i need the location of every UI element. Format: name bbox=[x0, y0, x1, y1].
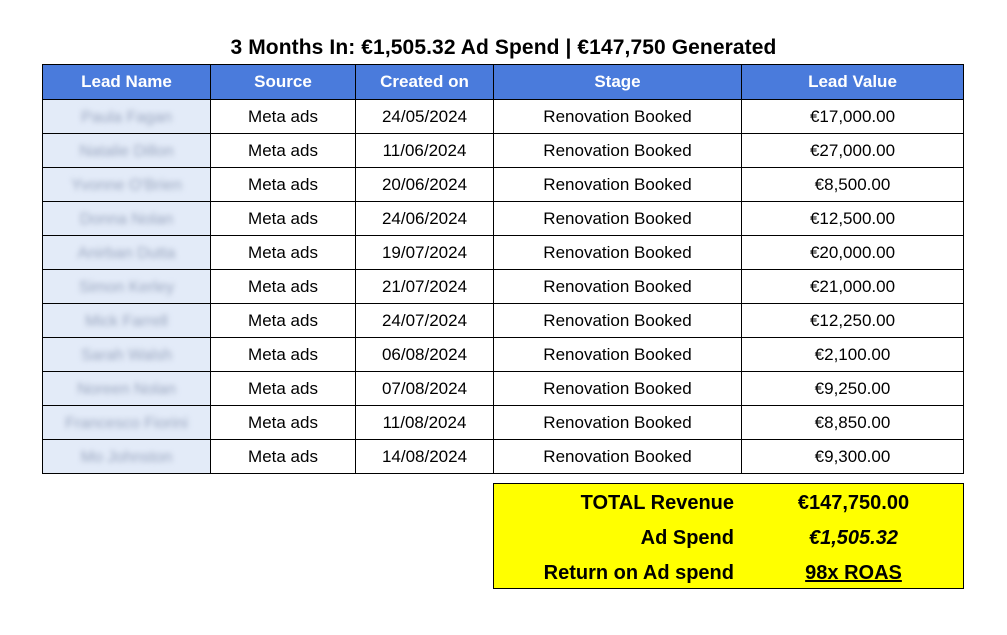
table-row: Simon Kerley Meta ads 21/07/2024 Renovation… bbox=[42, 269, 964, 304]
table-row: Mo Johnston Meta ads 14/08/2024 Renovation … bbox=[42, 439, 964, 474]
blurred-lead-name: Anirban Dutta bbox=[77, 244, 176, 262]
lead-name-cell: Mo Johnston bbox=[42, 439, 211, 474]
lead-value-cell: €20,000.00 bbox=[741, 235, 964, 270]
column-header-lead-name: Lead Name bbox=[42, 64, 211, 100]
stage-cell: Renovation Booked bbox=[493, 201, 742, 236]
lead-value-cell: €8,850.00 bbox=[741, 405, 964, 440]
table-row: Donna Nolan Meta ads 24/06/2024 Renovation … bbox=[42, 201, 964, 236]
leads-table: Lead Name Source Created on Stage Lead V… bbox=[42, 64, 964, 474]
total-revenue-row: TOTAL Revenue €147,750.00 bbox=[494, 486, 963, 521]
source-cell: Meta ads bbox=[210, 371, 356, 406]
lead-name-cell: Mick Farrell bbox=[42, 303, 211, 338]
column-header-created-on: Created on bbox=[355, 64, 494, 100]
column-header-lead-value: Lead Value bbox=[741, 64, 964, 100]
stage-cell: Renovation Booked bbox=[493, 269, 742, 304]
lead-name-cell: Simon Kerley bbox=[42, 269, 211, 304]
stage-cell: Renovation Booked bbox=[493, 337, 742, 372]
column-header-stage: Stage bbox=[493, 64, 742, 100]
stage-cell: Renovation Booked bbox=[493, 303, 742, 338]
totals-summary: TOTAL Revenue €147,750.00 Ad Spend €1,50… bbox=[493, 483, 964, 589]
table-row: Paula Fagan Meta ads 24/05/2024 Renovation … bbox=[42, 99, 964, 134]
lead-name-cell: Sarah Walsh bbox=[42, 337, 211, 372]
stage-cell: Renovation Booked bbox=[493, 235, 742, 270]
table-row: Sarah Walsh Meta ads 06/08/2024 Renovation … bbox=[42, 337, 964, 372]
table-body: Paula Fagan Meta ads 24/05/2024 Renovation … bbox=[42, 99, 964, 474]
created-on-cell: 07/08/2024 bbox=[355, 371, 494, 406]
table-row: Francesco Fiorini Meta ads 11/08/2024 Renov… bbox=[42, 405, 964, 440]
created-on-cell: 24/05/2024 bbox=[355, 99, 494, 134]
blurred-lead-name: Paula Fagan bbox=[81, 108, 172, 126]
table-row: Anirban Dutta Meta ads 19/07/2024 Renovatio… bbox=[42, 235, 964, 270]
blurred-lead-name: Noreen Nolan bbox=[77, 380, 176, 398]
table-row: Noreen Nolan Meta ads 07/08/2024 Renovation… bbox=[42, 371, 964, 406]
lead-value-cell: €8,500.00 bbox=[741, 167, 964, 202]
stage-cell: Renovation Booked bbox=[493, 167, 742, 202]
roas-row: Return on Ad spend 98x ROAS bbox=[494, 556, 963, 591]
blurred-lead-name: Mo Johnston bbox=[80, 448, 173, 466]
lead-name-cell: Anirban Dutta bbox=[42, 235, 211, 270]
source-cell: Meta ads bbox=[210, 133, 356, 168]
ad-spend-label: Ad Spend bbox=[640, 527, 734, 549]
created-on-cell: 21/07/2024 bbox=[355, 269, 494, 304]
created-on-cell: 11/06/2024 bbox=[355, 133, 494, 168]
created-on-cell: 19/07/2024 bbox=[355, 235, 494, 270]
stage-cell: Renovation Booked bbox=[493, 99, 742, 134]
lead-value-cell: €9,250.00 bbox=[741, 371, 964, 406]
ad-spend-value: €1,505.32 bbox=[809, 527, 898, 549]
source-cell: Meta ads bbox=[210, 201, 356, 236]
source-cell: Meta ads bbox=[210, 99, 356, 134]
created-on-cell: 06/08/2024 bbox=[355, 337, 494, 372]
page-title: 3 Months In: €1,505.32 Ad Spend | €147,7… bbox=[230, 36, 777, 59]
source-cell: Meta ads bbox=[210, 405, 356, 440]
blurred-lead-name: Simon Kerley bbox=[78, 278, 175, 296]
created-on-cell: 14/08/2024 bbox=[355, 439, 494, 474]
lead-name-cell: Donna Nolan bbox=[42, 201, 211, 236]
source-cell: Meta ads bbox=[210, 269, 356, 304]
lead-name-cell: Paula Fagan bbox=[42, 99, 211, 134]
stage-cell: Renovation Booked bbox=[493, 405, 742, 440]
source-cell: Meta ads bbox=[210, 337, 356, 372]
table-row: Natalie Dillon Meta ads 11/06/2024 Renovati… bbox=[42, 133, 964, 168]
created-on-cell: 24/07/2024 bbox=[355, 303, 494, 338]
lead-value-cell: €27,000.00 bbox=[741, 133, 964, 168]
stage-cell: Renovation Booked bbox=[493, 439, 742, 474]
lead-value-cell: €9,300.00 bbox=[741, 439, 964, 474]
table-header-row: Lead Name Source Created on Stage Lead V… bbox=[42, 64, 964, 100]
total-revenue-value: €147,750.00 bbox=[797, 492, 910, 514]
lead-value-cell: €12,250.00 bbox=[741, 303, 964, 338]
source-cell: Meta ads bbox=[210, 167, 356, 202]
stage-cell: Renovation Booked bbox=[493, 133, 742, 168]
lead-value-cell: €12,500.00 bbox=[741, 201, 964, 236]
blurred-lead-name: Francesco Fiorini bbox=[65, 414, 188, 432]
column-header-source: Source bbox=[210, 64, 356, 100]
lead-name-cell: Francesco Fiorini bbox=[42, 405, 211, 440]
source-cell: Meta ads bbox=[210, 303, 356, 338]
source-cell: Meta ads bbox=[210, 439, 356, 474]
ad-spend-row: Ad Spend €1,505.32 bbox=[494, 521, 963, 556]
lead-name-cell: Noreen Nolan bbox=[42, 371, 211, 406]
roas-label: Return on Ad spend bbox=[543, 562, 734, 584]
table-row: Mick Farrell Meta ads 24/07/2024 Renovation… bbox=[42, 303, 964, 338]
blurred-lead-name: Yvonne O'Brien bbox=[71, 176, 182, 194]
table-row: Yvonne O'Brien Meta ads 20/06/2024 Renovati… bbox=[42, 167, 964, 202]
lead-name-cell: Yvonne O'Brien bbox=[42, 167, 211, 202]
lead-value-cell: €21,000.00 bbox=[741, 269, 964, 304]
lead-value-cell: €2,100.00 bbox=[741, 337, 964, 372]
lead-value-cell: €17,000.00 bbox=[741, 99, 964, 134]
total-revenue-label: TOTAL Revenue bbox=[580, 492, 734, 514]
lead-name-cell: Natalie Dillon bbox=[42, 133, 211, 168]
source-cell: Meta ads bbox=[210, 235, 356, 270]
blurred-lead-name: Natalie Dillon bbox=[79, 142, 174, 160]
blurred-lead-name: Sarah Walsh bbox=[81, 346, 172, 364]
stage-cell: Renovation Booked bbox=[493, 371, 742, 406]
blurred-lead-name: Mick Farrell bbox=[85, 312, 168, 330]
created-on-cell: 11/08/2024 bbox=[355, 405, 494, 440]
created-on-cell: 20/06/2024 bbox=[355, 167, 494, 202]
created-on-cell: 24/06/2024 bbox=[355, 201, 494, 236]
blurred-lead-name: Donna Nolan bbox=[79, 210, 174, 228]
roas-value: 98x ROAS bbox=[805, 562, 902, 584]
